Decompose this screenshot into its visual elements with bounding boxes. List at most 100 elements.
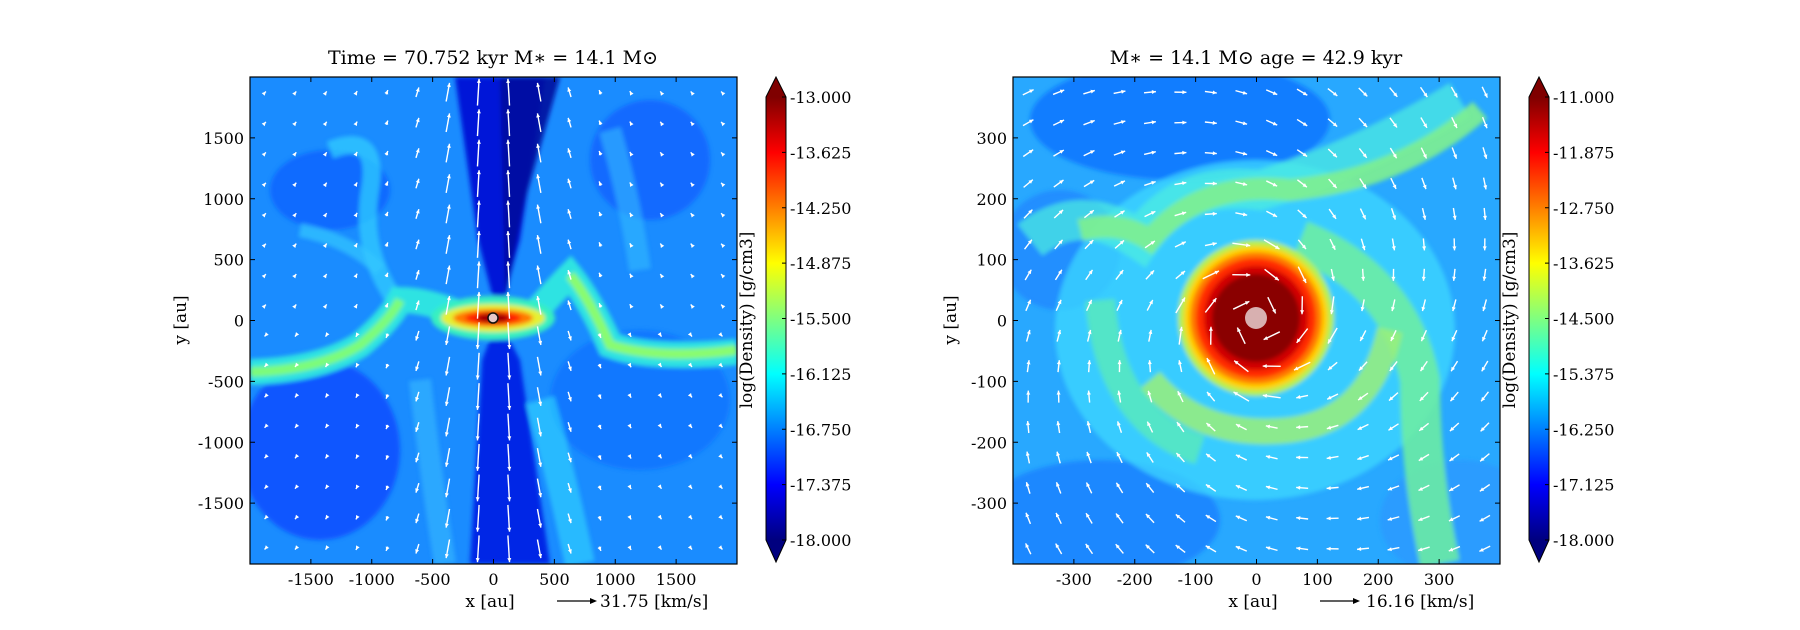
velocity-vector [384, 89, 389, 95]
velocity-vector [261, 304, 267, 309]
velocity-vector [475, 383, 480, 411]
velocity-vector [353, 90, 358, 96]
velocity-vector [1083, 179, 1095, 188]
velocity-vector [1115, 513, 1124, 524]
velocity-vector [597, 424, 602, 430]
velocity-vector [1232, 272, 1251, 277]
left-y-axis-label: y [au] [171, 295, 191, 345]
velocity-vector [1296, 179, 1308, 188]
velocity-vector [659, 121, 665, 127]
velocity-vector [264, 362, 269, 368]
colorbar-tick-label: -15.375 [1553, 365, 1614, 384]
velocity-vector [720, 243, 726, 248]
velocity-vector [1053, 179, 1064, 188]
velocity-vector [567, 391, 572, 402]
velocity-vector [536, 508, 543, 528]
velocity-vector [415, 452, 420, 463]
velocity-vector [690, 182, 695, 188]
velocity-vector [506, 170, 511, 197]
velocity-vector [324, 332, 330, 337]
velocity-vector [445, 204, 451, 224]
velocity-vector [476, 170, 481, 197]
velocity-vector [1419, 86, 1428, 98]
velocity-vector [1026, 360, 1031, 373]
right-velocity-key-label: 16.16 [km/s] [1366, 592, 1474, 612]
velocity-vector [264, 423, 269, 429]
velocity-vector [475, 535, 480, 563]
velocity-vector [1204, 181, 1217, 186]
velocity-vector [1205, 422, 1216, 432]
velocity-vector [687, 362, 693, 368]
velocity-vector [597, 455, 602, 460]
velocity-vector [384, 120, 389, 126]
velocity-vector [444, 417, 451, 437]
velocity-vector [1359, 208, 1367, 220]
velocity-vector [1175, 483, 1186, 493]
velocity-vector [718, 332, 723, 337]
velocity-vector [507, 444, 512, 471]
velocity-vector [536, 113, 542, 133]
velocity-vector [1023, 209, 1033, 219]
velocity-vector [1116, 421, 1123, 433]
velocity-vector [1327, 361, 1338, 371]
velocity-vector [353, 303, 358, 309]
velocity-vector [1144, 240, 1156, 249]
velocity-vector [1421, 299, 1427, 312]
velocity-vector [1480, 391, 1490, 402]
velocity-vector [720, 212, 726, 218]
velocity-vector [1205, 545, 1217, 553]
colorbar-tick-label: -13.625 [790, 143, 851, 162]
velocity-vector [1174, 211, 1187, 217]
velocity-vector [1390, 330, 1397, 342]
velocity-vector [1083, 89, 1096, 95]
velocity-vector [324, 393, 330, 398]
velocity-vector [1297, 209, 1308, 219]
velocity-vector [597, 333, 602, 339]
velocity-vector [1327, 327, 1338, 344]
left-star-marker [487, 312, 499, 324]
x-tick-label: -500 [415, 570, 451, 589]
velocity-vector [659, 151, 665, 157]
velocity-vector [1175, 513, 1186, 523]
velocity-vector [324, 484, 330, 490]
velocity-vector [597, 515, 602, 521]
velocity-vector [1296, 88, 1308, 96]
velocity-vector [1204, 297, 1217, 313]
velocity-vector [657, 514, 663, 520]
velocity-vector [1480, 422, 1490, 432]
colorbar-tick-label: -14.875 [790, 254, 851, 273]
velocity-vector [415, 300, 420, 311]
velocity-vector [385, 394, 390, 399]
velocity-vector [1115, 543, 1124, 554]
velocity-vector [1178, 360, 1183, 373]
velocity-vector [1145, 482, 1155, 494]
velocity-vector [385, 363, 390, 369]
velocity-vector [690, 212, 695, 218]
x-tick-label: 500 [539, 570, 570, 589]
velocity-vector [1418, 422, 1430, 432]
velocity-vector [1482, 268, 1487, 281]
velocity-vector [1326, 424, 1339, 430]
y-tick-label: -100 [971, 372, 1007, 391]
velocity-vector [629, 242, 634, 248]
velocity-vector [1235, 150, 1248, 156]
y-tick-label: 300 [976, 129, 1007, 148]
velocity-vector [536, 143, 542, 163]
velocity-vector [567, 361, 572, 372]
velocity-vector [1264, 268, 1280, 281]
velocity-vector [1143, 120, 1157, 125]
velocity-vector [627, 393, 632, 399]
velocity-vector [415, 117, 420, 128]
velocity-vector [1087, 360, 1092, 373]
velocity-vector [1296, 149, 1308, 158]
y-tick-label: -1000 [198, 433, 244, 452]
velocity-vector [1300, 296, 1305, 315]
velocity-vector [1174, 150, 1187, 155]
velocity-vector [627, 362, 632, 368]
velocity-vector [353, 121, 358, 127]
velocity-vector [353, 273, 358, 279]
velocity-vector [384, 272, 389, 278]
velocity-vector [629, 212, 634, 218]
velocity-vector [1086, 390, 1091, 403]
velocity-vector [1389, 147, 1398, 159]
